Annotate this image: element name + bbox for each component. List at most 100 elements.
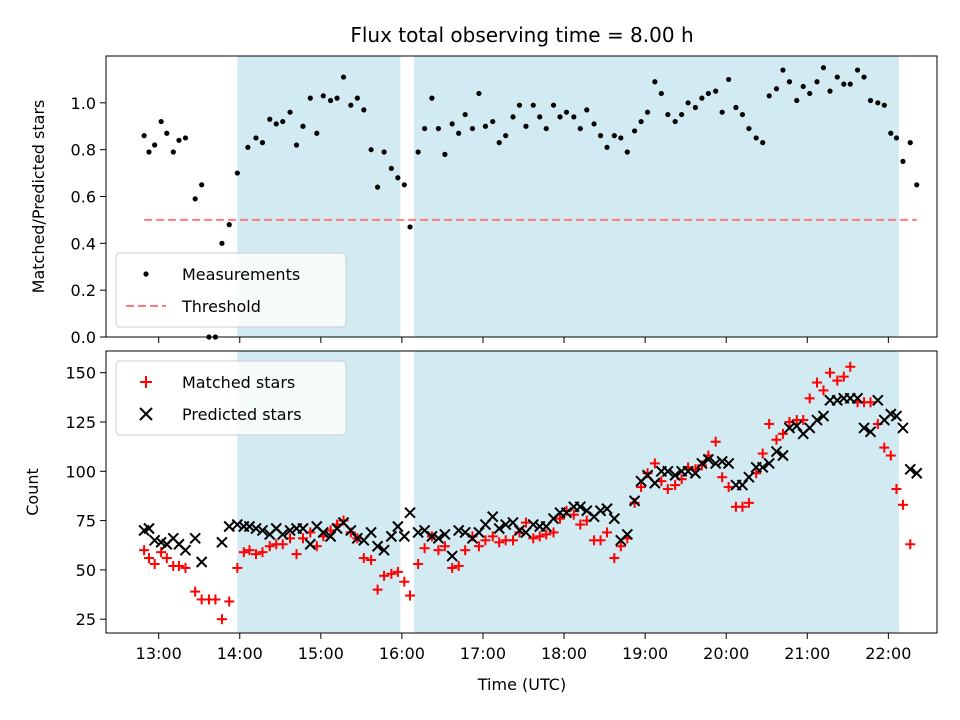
bot-s1-point-105 (858, 422, 870, 434)
x-tick-label-0: 13:00 (136, 644, 182, 663)
top-s0-point-54 (510, 114, 516, 120)
bot-s1-point-38 (404, 506, 416, 519)
top-s0-point-17 (259, 140, 266, 146)
bot-s0-point-34 (366, 555, 377, 566)
top-s0-point-57 (530, 102, 536, 108)
bot-s0-point-15 (238, 547, 249, 558)
bot-s1-point-76-b (662, 465, 674, 478)
bot-s1-point-29-b (345, 524, 357, 537)
bot-s1-point-25 (317, 526, 329, 539)
bot-s0-point-89 (737, 501, 748, 512)
top-s0-point-71 (624, 149, 630, 155)
bot-s0-point-16 (244, 545, 255, 556)
top-s0-point-108 (875, 100, 881, 106)
bot-s1-point-83 (709, 457, 722, 470)
top-s0-point-85 (719, 109, 725, 115)
bottom-axes-frame (105, 350, 938, 634)
bot-s0-point-40 (405, 590, 416, 601)
top-s0-point-102 (834, 74, 840, 80)
bot-s1-point-51-b (493, 522, 505, 535)
bot-s0-point-3 (156, 547, 167, 558)
x-axis-label: Time (UTC) (477, 675, 566, 694)
bot-s0-point-55 (507, 535, 518, 546)
bot-s1-point-51 (493, 522, 505, 535)
bot-s0-point-52 (487, 531, 498, 542)
bot-s1-point-107 (872, 394, 884, 407)
bot-s1-point-12 (231, 518, 244, 531)
top-s0-point-62 (563, 109, 570, 115)
bot-s1-point-3-b (155, 536, 167, 548)
top-s0-point-12 (219, 240, 225, 246)
bot-s1-point-36 (392, 520, 404, 533)
bot-s0-point-24 (298, 533, 309, 544)
bot-s1-point-14 (243, 520, 256, 533)
top-s0-point-95 (786, 79, 793, 85)
bot-s0-point-13 (224, 596, 235, 607)
bot-s1-point-42-b (432, 532, 445, 545)
top-s0-point-101 (827, 88, 833, 94)
bot-s1-point-1 (143, 522, 155, 535)
bot-s0-point-100 (812, 377, 823, 388)
top-s0-point-44 (442, 151, 448, 157)
bot-s0-point-87 (723, 482, 734, 493)
top-s0-point-74 (644, 109, 651, 115)
top-s0-point-87 (733, 104, 739, 111)
bot-s1-point-32-b (365, 526, 377, 539)
bot-s1-point-112-b (904, 463, 916, 476)
bot-s0-point-61 (548, 527, 559, 538)
top-s0-point-93 (773, 86, 780, 92)
x-tick-label-6: 19:00 (622, 644, 668, 663)
top-legend-swatch-0 (143, 271, 149, 277)
top-s0-point-114 (914, 182, 920, 188)
bot-s0-point-69 (602, 527, 613, 538)
top-s0-point-98 (807, 90, 813, 97)
bot-s0-point-46 (447, 562, 458, 573)
bot-ytick-label-4: 125 (65, 413, 96, 432)
bot-s0-point-70 (609, 553, 620, 564)
bot-s0-point-21 (277, 539, 288, 550)
top-s0-point-39 (407, 224, 413, 230)
bot-s0-point-74 (636, 482, 647, 493)
x-tick-label-7: 20:00 (703, 644, 749, 663)
bot-legend-swatch-1 (139, 407, 153, 421)
top-s0-point-13 (226, 222, 232, 228)
top-s0-point-89 (746, 125, 752, 132)
bot-s1-point-98-b (811, 414, 823, 426)
top-s0-point-9 (199, 182, 205, 188)
bot-s1-point-45 (452, 524, 465, 537)
bottom-count-points (138, 361, 923, 625)
bot-s1-point-30-b (351, 532, 364, 545)
top-s0-point-43 (435, 125, 441, 132)
bot-s1-point-42 (432, 532, 445, 545)
bot-s0-point-47 (453, 560, 464, 571)
bot-s1-point-54 (513, 524, 526, 537)
top-s0-point-41 (422, 125, 428, 132)
chart-title: Flux total observing time = 8.00 h (350, 23, 693, 47)
bot-ytick-label-5: 150 (65, 364, 96, 383)
bot-s0-point-62 (555, 513, 566, 524)
top-s0-point-112 (900, 158, 906, 164)
bot-s1-point-107-b (872, 394, 884, 407)
top-s0-point-47 (462, 111, 468, 118)
bot-s1-point-93-b (777, 449, 789, 462)
bot-s0-point-64 (568, 509, 579, 520)
bot-s1-point-11-b (223, 520, 235, 533)
top-s0-point-48 (469, 125, 476, 132)
bot-s1-point-20 (284, 524, 296, 537)
top-ytick-label-0: 0.0 (71, 328, 96, 347)
bot-s0-point-92 (757, 448, 768, 459)
bot-s1-point-54-b (513, 524, 526, 537)
top-s0-point-53 (503, 133, 509, 139)
bot-s0-point-36 (379, 570, 390, 581)
bot-s1-point-68-b (608, 512, 621, 525)
bot-s1-point-70-b (621, 528, 634, 541)
bot-s0-point-101 (818, 385, 829, 396)
bot-s1-point-91-b (763, 457, 775, 470)
bot-s0-point-105 (845, 361, 856, 372)
top-s0-point-67 (597, 133, 604, 139)
top-s0-point-22 (293, 142, 300, 148)
bot-s1-point-9-b (195, 556, 208, 568)
bot-legend-label-0: Matched stars (182, 373, 295, 392)
top-s0-point-26 (320, 93, 326, 99)
bot-s0-point-58 (528, 533, 539, 544)
